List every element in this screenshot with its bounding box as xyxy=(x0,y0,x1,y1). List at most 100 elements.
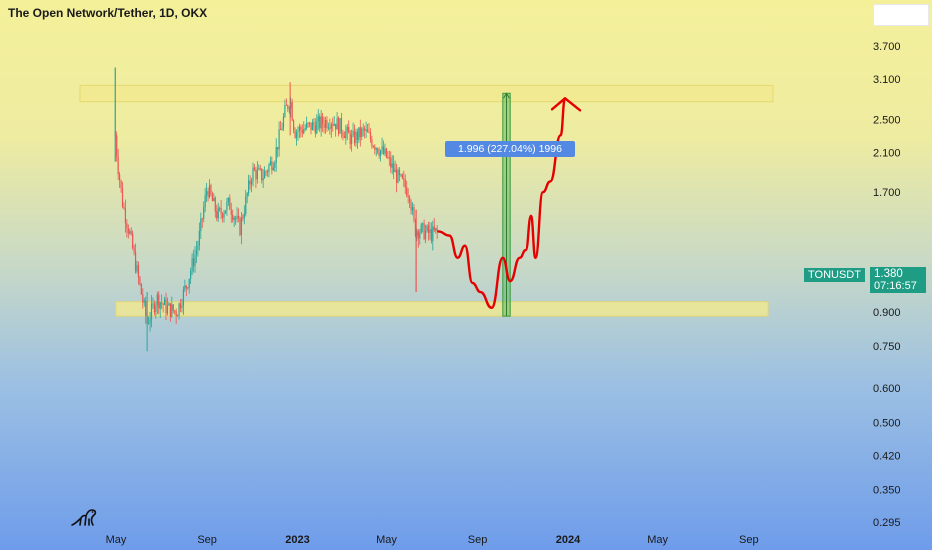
candle-body xyxy=(210,185,212,195)
candle-body xyxy=(278,129,280,150)
y-tick-label: 1.700 xyxy=(873,187,901,199)
x-tick-label: May xyxy=(647,534,668,546)
candle-body xyxy=(308,122,311,124)
candle-body xyxy=(384,148,386,154)
candle-body xyxy=(211,194,214,202)
candle-body xyxy=(194,254,196,267)
candle-body xyxy=(372,146,374,148)
candle-body xyxy=(297,130,299,133)
chart-title: The Open Network/Tether, 1D, OKX xyxy=(8,6,208,20)
candle-body xyxy=(140,283,142,295)
candle-body xyxy=(319,116,321,129)
candle-body xyxy=(345,131,347,138)
candle-body xyxy=(333,123,335,126)
candle-body xyxy=(187,287,189,289)
candle-body xyxy=(152,303,154,305)
candle-body xyxy=(393,163,395,173)
candle-body xyxy=(274,163,276,168)
candle-body xyxy=(366,129,369,133)
candle-body xyxy=(190,271,192,279)
candle-body xyxy=(410,202,412,211)
candle-body xyxy=(259,168,261,170)
candle-body xyxy=(159,302,161,309)
candle-body xyxy=(124,208,127,224)
candle-body xyxy=(179,303,182,309)
candle-body xyxy=(387,157,389,159)
candle-body xyxy=(165,299,167,314)
support-zone xyxy=(115,301,769,317)
candle-body xyxy=(335,123,337,130)
candle-body xyxy=(281,128,283,130)
candle-body xyxy=(404,179,406,188)
candle-body xyxy=(255,170,257,180)
candle-body xyxy=(282,116,285,129)
candle-body xyxy=(216,211,218,219)
candle-body xyxy=(207,191,209,198)
candle-body xyxy=(406,187,408,196)
candle-body xyxy=(145,300,147,316)
candle-body xyxy=(342,132,344,136)
candle-body xyxy=(206,191,208,196)
candle-body xyxy=(156,294,158,306)
candle-body xyxy=(352,130,354,136)
x-tick-label: Sep xyxy=(739,534,759,546)
candle-body xyxy=(223,213,225,218)
candle-body xyxy=(390,157,392,168)
candle-body xyxy=(432,226,434,242)
candle-body xyxy=(232,214,234,220)
candle-body xyxy=(311,122,314,131)
candle-body xyxy=(293,120,295,131)
candle-body xyxy=(262,178,264,181)
candle-body xyxy=(398,169,401,175)
candle-body xyxy=(203,207,205,219)
candle-body xyxy=(429,229,431,233)
candle-body xyxy=(424,230,427,240)
y-tick-label: 0.350 xyxy=(873,485,901,497)
candle-body xyxy=(261,168,263,181)
candle-body xyxy=(120,180,122,188)
last-price-tag: 1.380 07:16:57 xyxy=(870,267,926,293)
candle-body xyxy=(401,174,403,179)
candle-body xyxy=(235,217,237,219)
y-tick-label: 0.750 xyxy=(873,341,901,353)
candle-body xyxy=(364,128,366,131)
candle-body xyxy=(316,121,318,134)
candle-body xyxy=(279,129,282,131)
candle-body xyxy=(229,198,231,210)
candle-body xyxy=(301,130,303,134)
candle-body xyxy=(258,168,260,170)
candle-body xyxy=(346,126,348,132)
candle-body xyxy=(377,148,379,153)
candle-body xyxy=(214,197,216,212)
x-tick-label: May xyxy=(376,534,397,546)
candle-body xyxy=(397,169,399,183)
candle-body xyxy=(326,120,328,129)
candle-body xyxy=(163,299,166,305)
candle-body xyxy=(127,228,129,234)
candle-body xyxy=(378,152,380,156)
candle-body xyxy=(123,206,125,209)
candle-body xyxy=(317,116,319,122)
candle-body xyxy=(433,226,435,231)
candle-body xyxy=(249,180,251,185)
candle-body xyxy=(365,129,367,131)
candle-body xyxy=(239,218,241,235)
candle-body xyxy=(168,303,170,306)
candle-body xyxy=(351,135,353,145)
candle-body xyxy=(358,127,360,141)
candle-body xyxy=(313,122,315,126)
candle-body xyxy=(371,139,373,147)
candle-body xyxy=(178,303,180,316)
candle-body xyxy=(162,303,164,305)
candle-body xyxy=(252,167,254,182)
y-tick-label: 3.700 xyxy=(873,41,901,53)
candle-body xyxy=(155,305,157,313)
y-tick-label: 0.420 xyxy=(873,450,901,462)
candle-body xyxy=(245,196,247,214)
candle-body xyxy=(330,124,332,129)
candle-body xyxy=(353,130,356,144)
candle-body xyxy=(243,213,245,219)
projection-arrowhead xyxy=(550,97,582,112)
